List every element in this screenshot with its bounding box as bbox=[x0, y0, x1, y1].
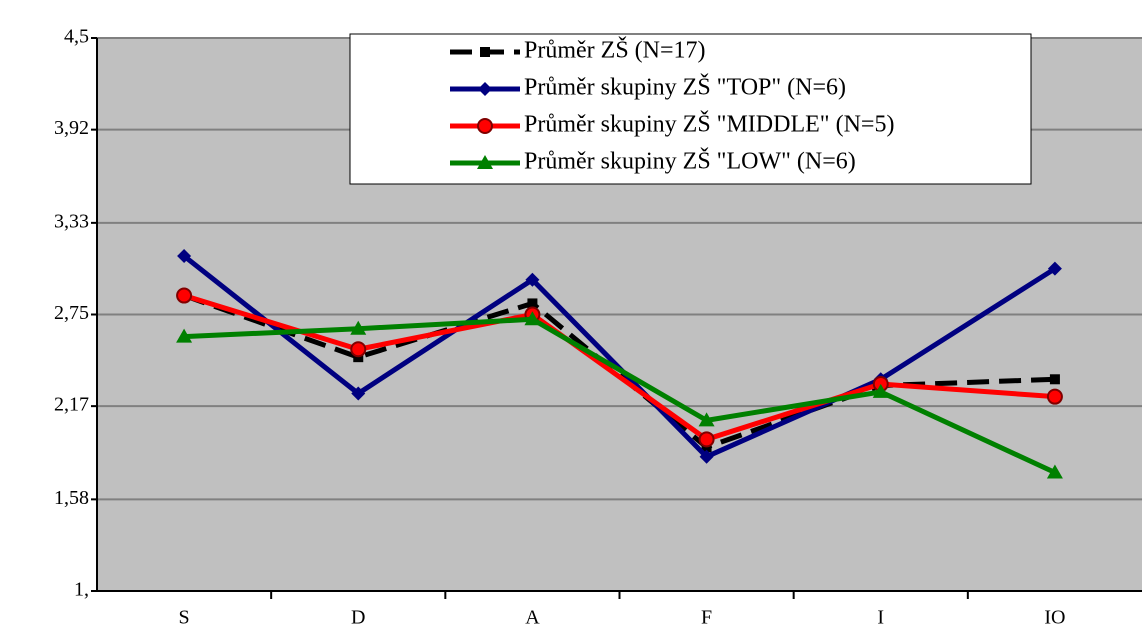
legend-box bbox=[349, 33, 1032, 185]
series-line bbox=[183, 293, 1056, 442]
legend-label: Průměr ZŠ (N=17) bbox=[524, 37, 706, 64]
marker bbox=[351, 386, 366, 401]
x-tick-label: D bbox=[351, 607, 365, 629]
x-tick-label: A bbox=[525, 607, 540, 629]
series-line bbox=[183, 316, 1056, 475]
marker bbox=[176, 328, 193, 343]
x-tick-label: S bbox=[179, 607, 190, 629]
marker bbox=[176, 287, 193, 304]
y-tick-label: 2,75 bbox=[54, 302, 89, 324]
x-tick-label: IO bbox=[1044, 607, 1065, 629]
y-tick-label: 1,58 bbox=[54, 487, 89, 509]
marker bbox=[1047, 261, 1062, 276]
marker bbox=[477, 118, 493, 134]
marker bbox=[698, 431, 715, 448]
marker bbox=[527, 298, 538, 309]
marker bbox=[1046, 464, 1063, 479]
y-tick-label: 3,92 bbox=[54, 117, 89, 139]
marker bbox=[480, 47, 490, 57]
marker bbox=[478, 82, 492, 96]
marker bbox=[1046, 388, 1063, 405]
marker bbox=[525, 272, 540, 287]
y-tick-label: 2,17 bbox=[54, 394, 89, 416]
y-tick-label: 4,5 bbox=[64, 26, 89, 48]
y-tick-label: 3,33 bbox=[54, 210, 89, 232]
x-tick-label: I bbox=[877, 607, 884, 629]
legend-label: Průměr skupiny ZŠ "MIDDLE" (N=5) bbox=[524, 111, 894, 138]
legend-label: Průměr skupiny ZŠ "LOW" (N=6) bbox=[524, 148, 856, 175]
marker bbox=[699, 449, 714, 464]
marker bbox=[524, 311, 541, 326]
marker bbox=[350, 320, 367, 335]
marker bbox=[872, 383, 889, 398]
marker bbox=[477, 155, 493, 169]
marker bbox=[1049, 374, 1060, 385]
y-tick-label: 1, bbox=[74, 579, 89, 601]
legend-label: Průměr skupiny ZŠ "TOP" (N=6) bbox=[524, 74, 846, 101]
x-tick-label: F bbox=[701, 607, 712, 629]
marker bbox=[350, 341, 367, 358]
marker bbox=[698, 412, 715, 427]
marker bbox=[177, 249, 192, 264]
